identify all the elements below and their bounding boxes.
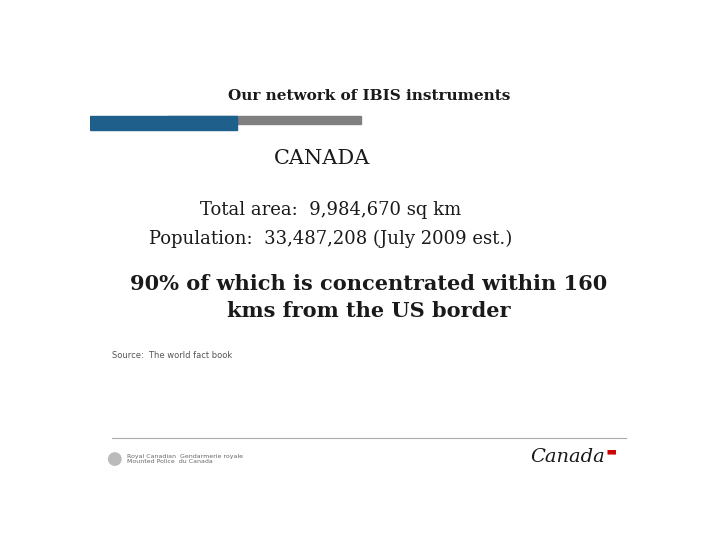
Text: Source:  The world fact book: Source: The world fact book [112, 352, 232, 360]
Text: ■■: ■■ [607, 450, 618, 455]
Text: 90% of which is concentrated within 160: 90% of which is concentrated within 160 [130, 274, 608, 294]
Text: kms from the US border: kms from the US border [228, 301, 510, 321]
Bar [90, 117, 238, 130]
Text: CANADA: CANADA [274, 149, 371, 168]
Bar [168, 117, 361, 124]
Text: Royal Canadian  Gendarmerie royale
Mounted Police  du Canada: Royal Canadian Gendarmerie royale Mounte… [127, 454, 243, 464]
Text: Our network of IBIS instruments: Our network of IBIS instruments [228, 89, 510, 103]
Text: Population:  33,487,208 (July 2009 est.): Population: 33,487,208 (July 2009 est.) [148, 230, 512, 248]
Circle shape [109, 453, 121, 465]
Text: Total area:  9,984,670 sq km: Total area: 9,984,670 sq km [199, 200, 461, 219]
Text: Canada: Canada [531, 449, 606, 467]
